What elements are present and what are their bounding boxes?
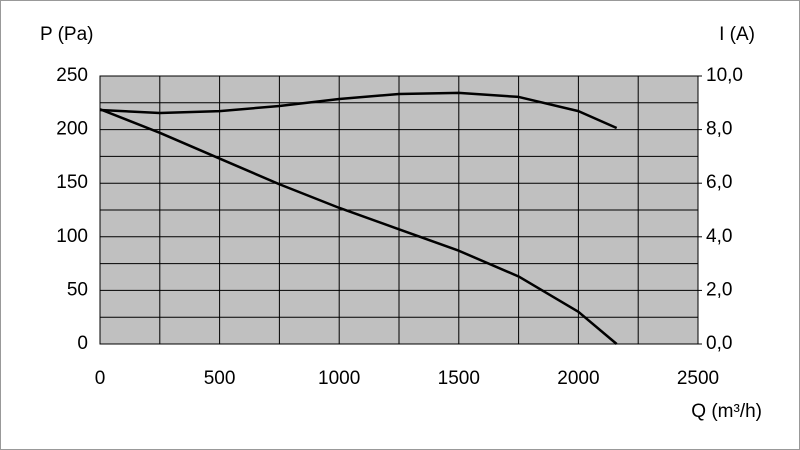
curve [99, 108, 618, 345]
y-tick-label: 100 [56, 226, 88, 247]
y2-tick-label: 2,0 [706, 279, 732, 300]
x-tick-label: 2500 [677, 368, 719, 389]
y-tick-label: 250 [56, 65, 88, 86]
y2-tick-label: 6,0 [706, 172, 732, 193]
y2-tick-label: 10,0 [706, 65, 743, 86]
y-tick-label: 150 [56, 172, 88, 193]
x-tick-label: 2000 [557, 368, 599, 389]
y-tick-label: 200 [56, 119, 88, 140]
x-axis-label: Q (m³/h) [691, 401, 762, 422]
x-tick-label: 500 [204, 368, 236, 389]
y-tick-label: 0 [77, 333, 88, 354]
y2-tick-label: 4,0 [706, 226, 732, 247]
y2-axis-label: I (A) [719, 24, 755, 45]
y-axis-label: P (Pa) [40, 24, 94, 45]
y2-tick-label: 8,0 [706, 119, 732, 140]
curve [99, 91, 618, 130]
x-tick-label: 0 [95, 368, 106, 389]
x-tick-label: 1000 [318, 368, 360, 389]
y-tick-label: 50 [67, 279, 88, 300]
y2-tick-label: 0,0 [706, 333, 732, 354]
x-tick-label: 1500 [438, 368, 480, 389]
